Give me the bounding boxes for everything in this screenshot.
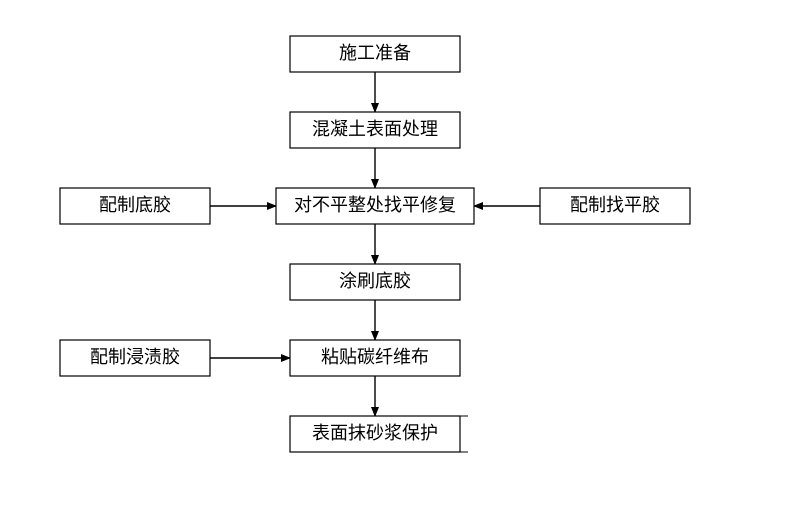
flow-node-label: 配制底胶 (99, 195, 171, 215)
flow-node-n1: 施工准备 (290, 36, 460, 72)
flow-node-s3: 配制浸渍胶 (60, 340, 210, 376)
flow-node-label: 对不平整处找平修复 (294, 195, 456, 215)
flow-node-label: 表面抹砂浆保护 (312, 423, 438, 443)
flow-node-n3: 对不平整处找平修复 (276, 188, 474, 224)
flow-node-n2: 混凝土表面处理 (290, 112, 460, 148)
flow-node-label: 粘贴碳纤维布 (321, 347, 429, 367)
ticks-layer (460, 416, 468, 452)
flow-node-label: 混凝土表面处理 (312, 119, 438, 139)
flow-node-label: 涂刷底胶 (339, 271, 411, 291)
flow-node-label: 配制浸渍胶 (90, 347, 180, 367)
flow-node-label: 施工准备 (339, 43, 411, 63)
flow-node-n5: 粘贴碳纤维布 (290, 340, 460, 376)
flow-node-n4: 涂刷底胶 (290, 264, 460, 300)
flow-node-s2: 配制找平胶 (540, 188, 690, 224)
flow-node-n6: 表面抹砂浆保护 (290, 416, 460, 452)
flowchart-canvas: 施工准备混凝土表面处理对不平整处找平修复涂刷底胶粘贴碳纤维布表面抹砂浆保护 配制底… (0, 0, 800, 530)
flow-node-s1: 配制底胶 (60, 188, 210, 224)
flow-node-label: 配制找平胶 (570, 195, 660, 215)
